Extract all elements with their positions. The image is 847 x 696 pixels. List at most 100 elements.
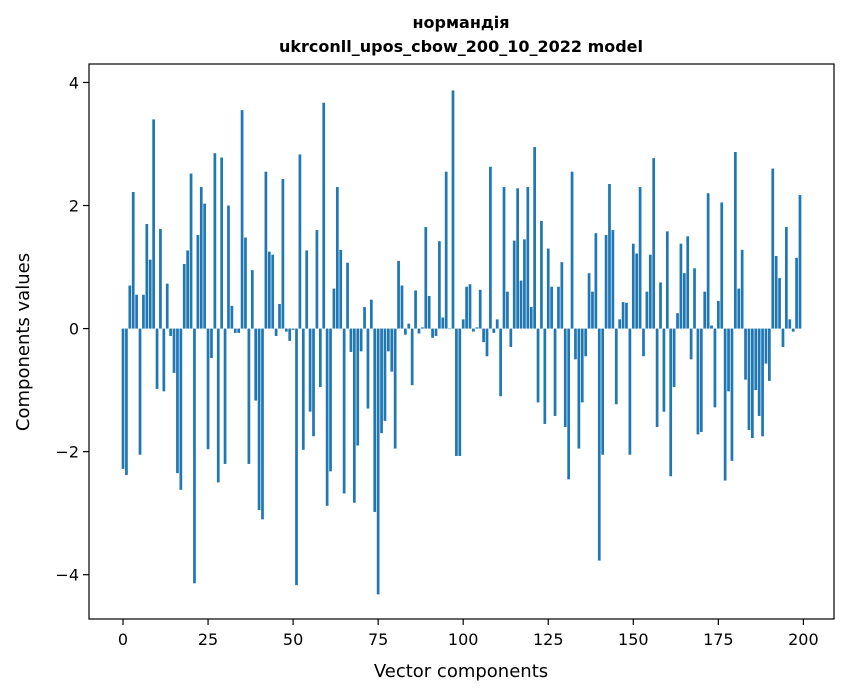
bar-154 (645, 291, 649, 329)
bar-46 (278, 303, 281, 329)
bar-165 (682, 273, 686, 329)
bar-139 (594, 233, 598, 329)
bar-11 (159, 228, 162, 329)
bar-10 (155, 328, 159, 389)
bar-88 (421, 327, 424, 329)
bar-47 (281, 179, 285, 329)
bar-19 (186, 250, 190, 329)
bar-25 (206, 328, 210, 450)
bar-44 (271, 254, 275, 329)
bar-38 (250, 270, 254, 329)
bar-92 (434, 328, 438, 336)
bar-71 (363, 307, 366, 329)
bar-66 (346, 262, 349, 329)
bar-89 (424, 227, 428, 329)
bar-90 (427, 295, 431, 329)
bar-87 (417, 328, 421, 334)
bar-140 (597, 328, 601, 561)
x-tick-label: 175 (703, 630, 734, 649)
bar-84 (407, 323, 411, 329)
bar-174 (713, 328, 717, 408)
y-axis-label: Components values (13, 253, 34, 431)
bar-105 (478, 289, 482, 329)
bar-180 (733, 151, 737, 329)
bar-93 (438, 241, 441, 329)
bar-172 (706, 193, 710, 329)
bar-183 (744, 328, 747, 380)
bar-29 (220, 157, 224, 329)
bar-26 (210, 328, 213, 359)
bar-28 (216, 328, 220, 483)
bar-185 (751, 328, 754, 439)
bar-121 (533, 147, 536, 329)
bar-101 (465, 286, 468, 329)
bar-73 (369, 299, 373, 329)
bar-196 (788, 319, 792, 329)
bar-41 (261, 328, 264, 520)
bar-63 (335, 187, 339, 329)
bar-31 (227, 205, 230, 329)
bar-37 (247, 328, 251, 464)
bar-104 (475, 327, 479, 329)
bar-143 (608, 183, 611, 329)
bar-83 (404, 328, 407, 335)
bar-94 (441, 317, 445, 329)
bar-39 (254, 328, 258, 401)
bar-52 (298, 154, 302, 329)
bar-16 (176, 328, 179, 474)
bar-79 (390, 328, 394, 372)
bar-125 (546, 248, 550, 329)
bar-64 (339, 249, 343, 329)
bar-0 (121, 328, 125, 469)
bar-130 (563, 328, 567, 428)
bar-99 (458, 328, 462, 456)
bar-169 (696, 328, 700, 435)
bar-1 (125, 328, 128, 476)
bar-23 (199, 187, 203, 329)
bar-65 (342, 328, 346, 494)
bar-2 (128, 285, 132, 329)
bar-5 (138, 328, 142, 455)
bar-45 (274, 328, 278, 336)
bar-34 (237, 328, 241, 333)
bar-173 (710, 325, 713, 329)
bar-157 (655, 328, 659, 428)
bar-75 (376, 328, 380, 595)
bar-188 (761, 328, 764, 437)
bar-18 (182, 263, 186, 329)
bar-107 (485, 328, 489, 357)
bar-191 (771, 168, 775, 329)
bar-199 (798, 195, 802, 329)
bar-8 (148, 259, 152, 329)
x-tick-label: 200 (788, 630, 819, 649)
bar-91 (431, 328, 434, 338)
bar-21 (193, 328, 196, 584)
bar-178 (727, 328, 730, 392)
bar-76 (380, 328, 383, 434)
bar-147 (621, 302, 625, 329)
bar-120 (529, 307, 533, 329)
bar-118 (523, 239, 526, 329)
bar-179 (730, 328, 734, 461)
bar-4 (135, 294, 138, 329)
bar-7 (145, 223, 149, 329)
bar-123 (540, 220, 543, 329)
bar-189 (764, 328, 768, 364)
bar-96 (448, 328, 451, 330)
bar-20 (189, 173, 193, 329)
y-tick-label: −2 (55, 443, 79, 462)
bar-22 (196, 235, 200, 329)
bar-126 (550, 286, 554, 329)
bar-50 (291, 328, 295, 330)
bar-49 (288, 328, 292, 341)
bar-112 (502, 187, 506, 329)
bar-106 (482, 328, 485, 343)
bar-42 (264, 171, 268, 329)
bar-35 (240, 110, 244, 329)
bar-98 (455, 328, 458, 456)
bar-159 (662, 328, 666, 412)
bar-122 (536, 328, 540, 403)
bar-70 (359, 328, 363, 352)
bar-141 (601, 328, 605, 455)
